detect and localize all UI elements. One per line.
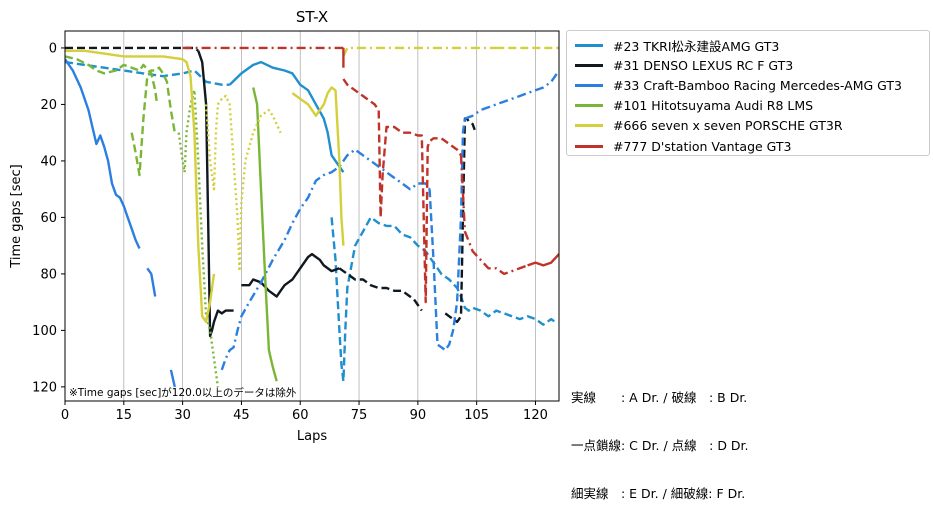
legend-item: #33 Craft-Bamboo Racing Mercedes-AMG GT3 (575, 75, 902, 95)
legend-label: #31 DENSO LEXUS RC F GT3 (613, 57, 794, 73)
series-line-5 (182, 46, 559, 304)
series-segment (130, 66, 176, 177)
series-segment (464, 69, 559, 120)
y-tick-label: 60 (40, 211, 57, 226)
series-segment (252, 87, 278, 382)
legend-swatch (575, 124, 603, 128)
legend-item: #777 D'station Vantage GT3 (575, 136, 792, 156)
legend-label: #33 Craft-Bamboo Racing Mercedes-AMG GT3 (613, 77, 902, 93)
plot-frame (64, 30, 560, 402)
legend-label: #101 Hitotsuyama Audi R8 LMS (613, 98, 814, 114)
x-tick-label: 0 (61, 408, 69, 423)
line-style-legend-row: 実線 : A Dr. / 破線 : B Dr. (571, 390, 748, 405)
series-segment (527, 253, 559, 267)
series-segment (197, 50, 234, 338)
series-segment (330, 216, 556, 383)
legend-item: #666 seven x seven PORSCHE GT3R (575, 116, 843, 136)
series-segment (65, 55, 159, 105)
y-axis-label: Time gaps [sec] (9, 164, 24, 268)
tick-layer: 0 15 30 45 60 75 90 105 120 0 20 40 60 80 100 120 (32, 41, 548, 423)
chart-title: ST-X (296, 8, 328, 26)
series-segment (338, 267, 423, 312)
series-segment (228, 60, 345, 173)
series-segment (146, 267, 157, 297)
x-tick-label: 120 (523, 408, 548, 423)
series-layer (65, 46, 559, 388)
series-segment (177, 89, 220, 388)
legend-label: #23 TKRI松永建設AMG GT3 (613, 38, 780, 54)
x-axis-label: Laps (297, 429, 327, 444)
x-tick-label: 15 (116, 408, 133, 423)
series-line-4 (65, 46, 559, 324)
y-tick-label: 80 (40, 267, 57, 282)
line-style-legend-row: 一点鎖線: C Dr. / 点線 : D Dr. (571, 438, 749, 453)
legend-item: #23 TKRI松永建設AMG GT3 (575, 35, 779, 55)
line-style-legend: 実線 : A Dr. / 破線 : B Dr. 一点鎖線: C Dr. / 点線… (571, 358, 749, 518)
legend-swatch (575, 83, 603, 87)
legend-item: #101 Hitotsuyama Audi R8 LMS (575, 96, 813, 116)
grid-layer (123, 31, 536, 401)
series-segment (169, 369, 176, 388)
y-tick-label: 100 (32, 324, 57, 339)
series-segment (220, 148, 431, 371)
series-line-3 (65, 55, 278, 388)
series-segment (342, 46, 497, 57)
series-line-1 (65, 46, 476, 338)
line-style-legend-row: 細実線 : E Dr. / 細破線: F Dr. (571, 486, 746, 501)
legend: #23 TKRI松永建設AMG GT3 #31 DENSO LEXUS RC F … (566, 30, 930, 156)
legend-label: #666 seven x seven PORSCHE GT3R (613, 118, 843, 134)
series-segment (65, 58, 141, 250)
series-segment (459, 155, 529, 276)
legend-swatch (575, 104, 603, 108)
legend-item: #31 DENSO LEXUS RC F GT3 (575, 55, 793, 75)
series-segment (65, 60, 230, 86)
series-segment (291, 86, 345, 246)
exclusion-note: ※Time gaps [sec]が120.0以上のデータは除外 (69, 386, 297, 399)
x-tick-label: 30 (174, 408, 191, 423)
y-tick-label: 20 (40, 98, 57, 113)
legend-label: #777 D'station Vantage GT3 (613, 138, 792, 154)
x-tick-label: 60 (292, 408, 309, 423)
x-tick-label: 75 (351, 408, 368, 423)
series-segment (444, 117, 476, 324)
series-line-0 (65, 60, 556, 383)
x-tick-label: 45 (233, 408, 250, 423)
legend-swatch (575, 144, 603, 148)
legend-swatch (575, 43, 603, 47)
x-tick-label: 105 (464, 408, 489, 423)
y-tick-label: 40 (40, 154, 57, 169)
series-segment (342, 78, 462, 304)
series-segment (204, 94, 282, 273)
y-tick-label: 120 (32, 380, 57, 395)
x-tick-label: 90 (410, 408, 427, 423)
y-tick-label: 0 (49, 41, 57, 56)
series-segment (65, 49, 216, 324)
series-segment (241, 252, 340, 298)
legend-swatch (575, 63, 603, 67)
